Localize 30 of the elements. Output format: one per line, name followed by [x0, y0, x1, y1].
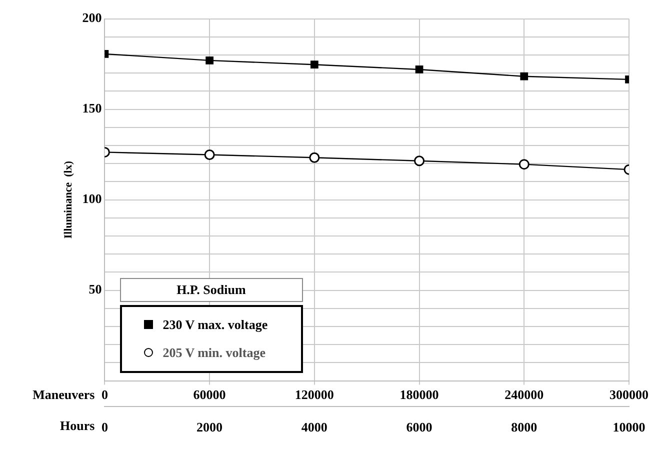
x-tick-label: 60000	[193, 386, 226, 402]
x2-tick-label: 6000	[406, 420, 432, 435]
legend-label: 205 V min. voltage	[162, 344, 266, 361]
point	[204, 149, 215, 160]
legend-title-box: H.P. Sodium	[120, 278, 303, 302]
y-tick-label: 100	[82, 191, 102, 206]
point	[310, 60, 318, 69]
x-tick-label: 0	[101, 386, 108, 402]
point	[309, 152, 320, 163]
x2-tick-label: 8000	[511, 420, 538, 435]
point	[414, 156, 425, 166]
x-tick-label: 180000	[400, 386, 439, 402]
x-axis-title: Maneuvers	[32, 387, 95, 402]
x2-tick-label: 0	[101, 420, 108, 435]
point	[206, 56, 214, 64]
x-tick-label: 300000	[610, 386, 648, 402]
point	[520, 72, 528, 80]
x-tick-label: 240000	[504, 386, 544, 402]
y-axis-title: Illuminance (lx)	[62, 160, 74, 239]
point	[415, 66, 424, 74]
y-tick-label: 200	[82, 10, 102, 26]
x2-tick-label: 2000	[196, 420, 223, 435]
y-tick-label: 150	[82, 100, 102, 116]
x-tick-label: 120000	[294, 386, 334, 402]
point	[518, 159, 530, 170]
y-tick-label: 50	[88, 282, 102, 297]
x2-tick-label: 4000	[301, 420, 328, 435]
x2-axis-title: Hours	[60, 418, 95, 433]
legend-label: 230 V max. voltage	[162, 316, 268, 333]
x2-tick-label: 10000	[612, 420, 646, 435]
